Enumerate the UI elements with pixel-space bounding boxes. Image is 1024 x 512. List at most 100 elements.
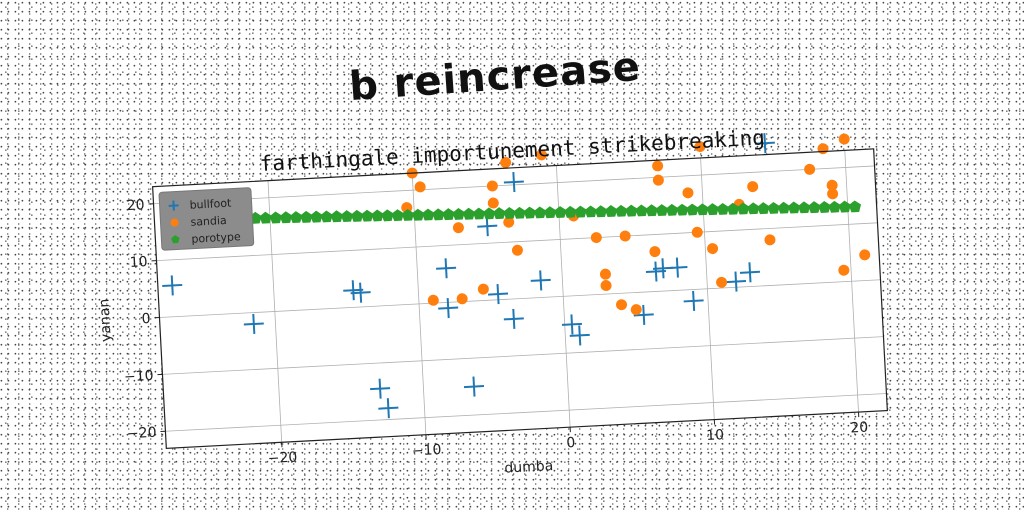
porotype-point: [564, 205, 577, 218]
plus-v: [692, 290, 696, 311]
x-tick-label: −10: [412, 442, 442, 460]
plus-v: [734, 271, 738, 292]
legend-marker-bullfoot: [168, 200, 179, 211]
sandia-point: [486, 180, 498, 192]
porotype-point: [625, 204, 638, 217]
porotype-point: [543, 206, 557, 219]
plus-v: [444, 258, 448, 279]
x-tick-label: 20: [850, 420, 869, 437]
porotype-point: [594, 205, 608, 218]
legend-label-porotype: porotype: [191, 230, 241, 246]
sandia-point: [616, 299, 628, 311]
x-tick-label: 0: [566, 435, 576, 451]
x-tick-label: −20: [267, 449, 297, 467]
porotype-point: [665, 203, 679, 216]
porotype-point: [777, 201, 790, 214]
porotype-point: [452, 208, 465, 220]
legend-marker-porotype: [171, 235, 180, 244]
sandia-point: [649, 246, 661, 258]
porotype-point: [808, 201, 821, 214]
plus-v: [642, 304, 646, 325]
plus-v: [748, 262, 752, 283]
bullfoot-point: [561, 314, 582, 335]
sandia-point: [511, 244, 523, 256]
plus-v: [485, 216, 489, 237]
plus-v: [472, 376, 476, 397]
sandia-point: [630, 304, 642, 316]
x-tick-label: 10: [706, 427, 725, 444]
sandia-point: [477, 283, 489, 295]
sandia-point: [452, 222, 464, 234]
porotype-point: [614, 204, 628, 217]
sandia-point: [456, 293, 468, 305]
bullfoot-point: [463, 376, 485, 397]
porotype-point: [828, 200, 841, 213]
sandia-point: [590, 232, 602, 244]
porotype-point: [279, 211, 293, 224]
porotype-point: [706, 203, 719, 216]
plus-v: [539, 270, 543, 291]
porotype-point: [300, 210, 313, 223]
bullfoot-point: [436, 258, 457, 279]
series-sandia: [401, 133, 871, 316]
series-porotype: [249, 200, 862, 224]
series-layer: [162, 133, 871, 419]
bullfoot-point: [667, 257, 688, 278]
y-gridline: [156, 222, 878, 262]
sandia-point: [600, 280, 612, 292]
porotype-point: [838, 200, 851, 213]
sandia-point: [427, 294, 439, 306]
sandia-point: [747, 181, 759, 193]
porotype-point: [696, 203, 709, 216]
bullfoot-point: [503, 308, 524, 329]
bullfoot-point: [503, 171, 524, 193]
porotype-point: [655, 204, 668, 217]
plus-v: [570, 314, 574, 335]
sandia-point: [826, 179, 838, 191]
porotype-point: [462, 207, 475, 220]
y-tick-label: 20: [126, 197, 145, 214]
sandia-point: [652, 160, 664, 172]
bullfoot-point: [739, 262, 761, 283]
y-tick-label: 10: [129, 254, 148, 271]
plus-v: [170, 275, 174, 296]
porotype-point: [320, 210, 333, 223]
porotype-point: [523, 206, 536, 219]
porotype-point: [716, 202, 729, 215]
bullfoot-point: [243, 313, 264, 335]
sandia-point: [838, 133, 850, 145]
plus-v: [654, 261, 658, 282]
porotype-point: [787, 201, 801, 214]
plus-v: [661, 258, 665, 279]
legend-label-bullfoot: bullfoot: [189, 197, 232, 212]
x-axis-label: dumba: [504, 458, 554, 477]
porotype-point: [269, 211, 282, 224]
porotype-point: [767, 202, 780, 214]
porotype-point: [513, 206, 526, 219]
sandia-point: [716, 276, 728, 288]
porotype-point: [675, 203, 689, 216]
sandia-point: [707, 243, 719, 255]
porotype-point: [686, 203, 699, 216]
plus-v: [496, 284, 500, 305]
bullfoot-point: [438, 298, 459, 319]
sandia-point: [535, 149, 547, 161]
porotype-point: [432, 208, 445, 221]
porotype-point: [645, 204, 658, 217]
sandia-point: [599, 268, 611, 280]
porotype-point: [289, 211, 303, 224]
plus-v: [378, 378, 382, 399]
porotype-point: [726, 202, 740, 215]
porotype-point: [401, 208, 414, 221]
plus-v: [675, 257, 679, 278]
plus-v: [351, 280, 355, 301]
porotype-point: [635, 204, 648, 217]
sandia-point: [804, 163, 816, 175]
sandia-point: [682, 187, 694, 199]
sandia-point: [619, 230, 631, 242]
porotype-point: [310, 210, 323, 223]
sandia-point: [487, 197, 499, 209]
porotype-point: [381, 209, 394, 222]
